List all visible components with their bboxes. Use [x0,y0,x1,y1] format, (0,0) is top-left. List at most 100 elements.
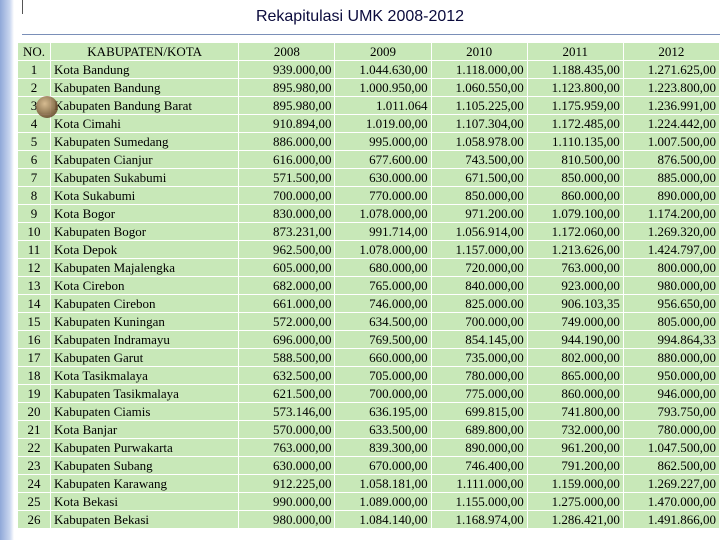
cell-no: 24 [16,474,52,493]
cell-2009: 765.000,00 [334,276,432,295]
cell-2009: 680.000,00 [334,258,432,277]
table-row: 6 Kabupaten Cianjur 616.000,00 677.600.00 74… [16,150,720,169]
cell-2012: 876.500,00 [622,150,720,169]
cell-no: 5 [16,132,52,151]
cell-2010: 746.400,00 [430,456,528,475]
table-row: 21 Kota Banjar 570.000,00 633.500,00 689.800… [16,420,720,439]
cell-2011: 810.500,00 [526,150,624,169]
cell-2010: 1.168.974,00 [430,510,528,529]
cell-2011: 1.172.485,00 [526,114,624,133]
cell-no: 11 [16,240,52,259]
cell-2010: 850.000,00 [430,186,528,205]
cell-2009: 770.000.00 [334,186,432,205]
cell-kabupaten-kota: Kabupaten Purwakarta [50,438,240,457]
cell-2010: 1.111.000,00 [430,474,528,493]
cell-2011: 1.110.135,00 [526,132,624,151]
cell-2009: 1.084.140,00 [334,510,432,529]
cell-kabupaten-kota: Kabupaten Garut [50,348,240,367]
cell-2012: 1.269.320,00 [622,222,720,241]
cell-2008: 661.000,00 [238,294,336,313]
table-row: 24 Kabupaten Karawang 912.225,00 1.058.181,… [16,474,720,493]
cell-2009: 634.500,00 [334,312,432,331]
cell-2012: 1.007.500,00 [622,132,720,151]
cell-2008: 682.000,00 [238,276,336,295]
cell-2012: 956.650,00 [622,294,720,313]
header-2008: 2008 [238,42,336,61]
cell-2008: 616.000,00 [238,150,336,169]
cell-2011: 923.000,00 [526,276,624,295]
cell-no: 1 [16,60,52,79]
cell-no: 19 [16,384,52,403]
cell-2008: 895.980,00 [238,78,336,97]
cell-no: 17 [16,348,52,367]
table-row: 13 Kota Cirebon 682.000,00 765.000,00 840.00… [16,276,720,295]
header-no: NO. [16,42,52,61]
cell-2012: 980.000,00 [622,276,720,295]
cell-2010: 1.058.978.00 [430,132,528,151]
cell-no: 9 [16,204,52,223]
cell-2011: 741.800,00 [526,402,624,421]
table-header-row: NO. KABUPATEN/KOTA 2008 2009 2010 2011 2… [16,42,720,61]
cell-2010: 840.000,00 [430,276,528,295]
table-row: 2 Kabupaten Bandung 895.980,00 1.000.950,00… [16,78,720,97]
table-row: 16 Kabupaten Indramayu 696.000,00 769.500,0… [16,330,720,349]
cell-2012: 1.223.800,00 [622,78,720,97]
table-row: 22 Kabupaten Purwakarta 763.000,00 839.300,… [16,438,720,457]
cell-no: 13 [16,276,52,295]
cell-2008: 895.980,00 [238,96,336,115]
table-body: 1 Kota Bandung 939.000,00 1.044.630,00 1.118… [16,60,720,529]
cell-no: 14 [16,294,52,313]
cell-2009: 705.000,00 [334,366,432,385]
cell-kabupaten-kota: Kabupaten Bandung [50,78,240,97]
cell-kabupaten-kota: Kabupaten Indramayu [50,330,240,349]
cell-2008: 632.500,00 [238,366,336,385]
cell-kabupaten-kota: Kota Tasikmalaya [50,366,240,385]
cell-kabupaten-kota: Kabupaten Bandung Barat [50,96,240,115]
cell-2008: 990.000,00 [238,492,336,511]
cell-2009: 1.019.00,00 [334,114,432,133]
cell-2010: 720.000,00 [430,258,528,277]
cell-kabupaten-kota: Kota Sukabumi [50,186,240,205]
cell-no: 20 [16,402,52,421]
cell-2008: 912.225,00 [238,474,336,493]
cell-2009: 1.044.630,00 [334,60,432,79]
cell-2008: 588.500,00 [238,348,336,367]
table-row: 1 Kota Bandung 939.000,00 1.044.630,00 1.118… [16,60,720,79]
cell-2008: 700.000,00 [238,186,336,205]
cell-2010: 689.800,00 [430,420,528,439]
table-row: 8 Kota Sukabumi 700.000,00 770.000.00 850.00… [16,186,720,205]
cell-2012: 950.000,00 [622,366,720,385]
page-title: Rekapitulasi UMK 2008-2012 [255,8,465,25]
cell-2008: 573.146,00 [238,402,336,421]
cell-2010: 775.000,00 [430,384,528,403]
table-row: 14 Kabupaten Cirebon 661.000,00 746.000,00 8… [16,294,720,313]
cell-2012: 890.000,00 [622,186,720,205]
cell-kabupaten-kota: Kabupaten Subang [50,456,240,475]
cell-2008: 572.000,00 [238,312,336,331]
cell-2009: 1.058.181,00 [334,474,432,493]
cell-kabupaten-kota: Kabupaten Cianjur [50,150,240,169]
cell-2010: 971.200.00 [430,204,528,223]
cell-2010: 825.000.00 [430,294,528,313]
cell-2012: 1.271.625,00 [622,60,720,79]
cell-no: 10 [16,222,52,241]
cell-no: 15 [16,312,52,331]
cell-kabupaten-kota: Kota Cirebon [50,276,240,295]
cell-2009: 839.300,00 [334,438,432,457]
cell-2011: 865.000,00 [526,366,624,385]
cell-2011: 1.123.800,00 [526,78,624,97]
cell-2008: 570.000,00 [238,420,336,439]
cell-2009: 1.078.000,00 [334,240,432,259]
cell-2011: 1.275.000,00 [526,492,624,511]
cell-kabupaten-kota: Kabupaten Ciamis [50,402,240,421]
table-row: 20 Kabupaten Ciamis 573.146,00 636.195,00 69… [16,402,720,421]
table-row: 15 Kabupaten Kuningan 572.000,00 634.500,00… [16,312,720,331]
header-2011: 2011 [526,42,624,61]
cell-2009: 700.000,00 [334,384,432,403]
table-row: 11 Kota Depok 962.500,00 1.078.000,00 1.157.… [16,240,720,259]
cell-2011: 763.000,00 [526,258,624,277]
cell-2011: 1.079.100,00 [526,204,624,223]
cell-2009: 660.000,00 [334,348,432,367]
cell-2012: 1.470.000,00 [622,492,720,511]
cell-2009: 636.195,00 [334,402,432,421]
